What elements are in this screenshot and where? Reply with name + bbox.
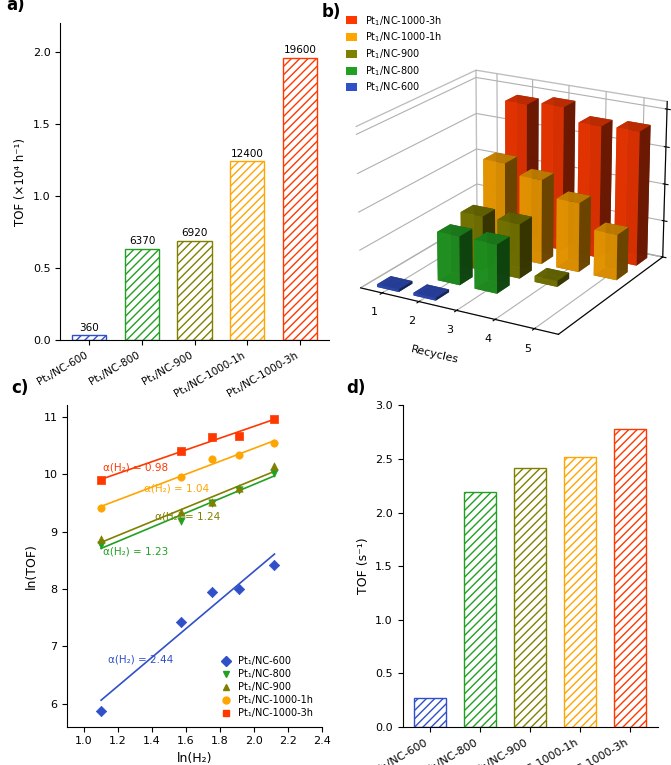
Point [96, 502, 107, 514]
Point [206, 496, 217, 508]
Bar [72, 335, 107, 340]
Point [234, 583, 244, 595]
Text: b): b) [321, 4, 341, 21]
Bar [230, 161, 264, 340]
X-axis label: Recycles: Recycles [409, 345, 459, 366]
Point [234, 430, 244, 442]
Point [269, 437, 280, 449]
Point [234, 449, 244, 461]
Text: α(H₂) = 2.44: α(H₂) = 2.44 [108, 655, 173, 665]
X-axis label: ln(H₂): ln(H₂) [177, 752, 212, 765]
Bar [282, 57, 317, 340]
Legend: Pt$_1$/NC-1000-3h, Pt$_1$/NC-1000-1h, Pt$_1$/NC-900, Pt$_1$/NC-800, Pt$_1$/NC-60: Pt$_1$/NC-1000-3h, Pt$_1$/NC-1000-1h, Pt… [344, 11, 444, 96]
Point [176, 616, 187, 628]
Bar [125, 249, 159, 340]
Bar [514, 467, 546, 727]
Point [176, 471, 187, 483]
Point [269, 467, 280, 479]
Point [96, 539, 107, 551]
Text: 6370: 6370 [129, 236, 155, 246]
Bar [178, 240, 211, 340]
Text: α(H₂) = 0.98: α(H₂) = 0.98 [103, 462, 168, 472]
Text: c): c) [11, 379, 28, 396]
Point [206, 431, 217, 443]
Bar [564, 457, 597, 727]
Text: α(H₂) = 1.23: α(H₂) = 1.23 [103, 547, 168, 557]
Point [269, 412, 280, 425]
Y-axis label: ln(TOF): ln(TOF) [25, 543, 38, 589]
Point [234, 482, 244, 494]
Point [269, 460, 280, 472]
Point [96, 705, 107, 717]
Text: a): a) [7, 0, 25, 15]
Point [176, 516, 187, 528]
Point [96, 474, 107, 487]
Text: 360: 360 [79, 323, 99, 333]
Point [269, 559, 280, 571]
Point [176, 445, 187, 457]
Bar [464, 492, 497, 727]
Y-axis label: TOF (s⁻¹): TOF (s⁻¹) [356, 538, 370, 594]
Y-axis label: TOF (×10⁴ h⁻¹): TOF (×10⁴ h⁻¹) [14, 138, 28, 226]
Point [176, 506, 187, 518]
Text: d): d) [346, 379, 366, 396]
Point [206, 586, 217, 598]
Point [96, 533, 107, 545]
Point [206, 497, 217, 509]
Text: 6920: 6920 [181, 228, 208, 238]
Legend: Pt₁/NC-600, Pt₁/NC-800, Pt₁/NC-900, Pt₁/NC-1000-1h, Pt₁/NC-1000-3h: Pt₁/NC-600, Pt₁/NC-800, Pt₁/NC-900, Pt₁/… [212, 653, 317, 722]
Text: 19600: 19600 [283, 45, 316, 55]
Point [234, 483, 244, 496]
Text: α(H₂) = 1.24: α(H₂) = 1.24 [156, 511, 221, 521]
Bar [414, 698, 446, 727]
Text: α(H₂) = 1.04: α(H₂) = 1.04 [144, 483, 209, 493]
Text: 12400: 12400 [231, 149, 264, 159]
Bar [614, 429, 646, 727]
Point [206, 453, 217, 465]
